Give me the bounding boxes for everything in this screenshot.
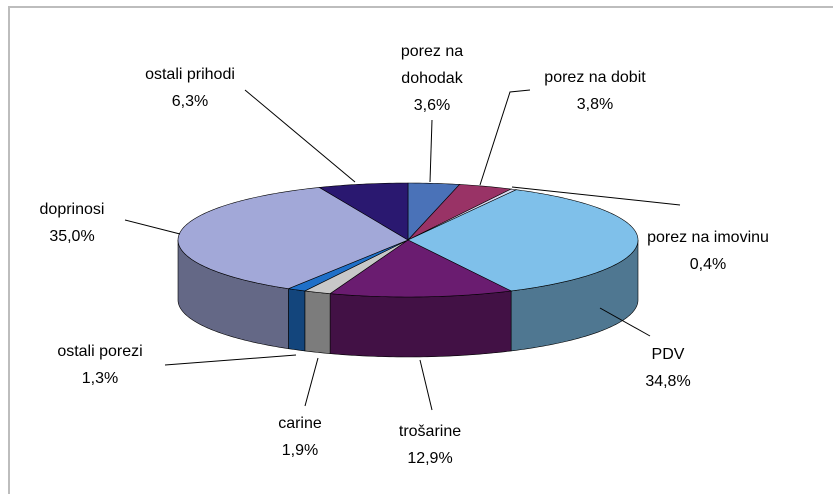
category-label: porez na dohodak [400, 43, 464, 87]
value-label: 35,0% [49, 228, 95, 245]
value-label: 34,8% [645, 373, 691, 390]
frame [8, 6, 833, 494]
slice-side [329, 290, 512, 358]
slice [329, 239, 513, 298]
category-label: ostali porezi [57, 343, 143, 360]
slice [303, 239, 409, 294]
category-label: porez na dobit [544, 69, 646, 86]
leader-line [419, 359, 433, 411]
value-label: 6,3% [171, 93, 209, 110]
slice-label: trošarine 12,9% [380, 418, 480, 472]
slice-side [304, 290, 331, 354]
slice-label: porez na dobit 3,8% [525, 64, 665, 118]
slice-label: ostali porezi 1,3% [30, 338, 170, 392]
leader-line [164, 354, 297, 366]
slice [407, 184, 513, 241]
leader-line [304, 357, 319, 407]
leader-line [124, 219, 181, 235]
slice [407, 189, 639, 292]
slice-label: PDV 34,8% [628, 341, 708, 395]
slice-label: doprinosi 35,0% [22, 196, 122, 250]
slice-label: porez na dohodak 3,6% [382, 38, 482, 119]
category-label: trošarine [398, 423, 462, 440]
value-label: 1,9% [281, 442, 319, 459]
category-label: ostali prihodi [145, 66, 235, 83]
slice-label: ostali prihodi 6,3% [120, 61, 260, 115]
leader-line [599, 307, 651, 337]
value-label: 0,4% [689, 256, 727, 273]
category-label: porez na imovinu [647, 229, 769, 246]
slice [177, 187, 409, 290]
slice [318, 182, 409, 241]
category-label: PDV [651, 346, 685, 363]
value-label: 3,6% [413, 97, 451, 114]
slice-side [288, 288, 306, 352]
leader-line [511, 186, 681, 206]
category-label: doprinosi [39, 201, 105, 218]
value-label: 1,3% [81, 370, 119, 387]
slice-label: carine 1,9% [260, 410, 340, 464]
slice-label: porez na imovinu 0,4% [623, 224, 793, 278]
value-label: 12,9% [407, 450, 453, 467]
leader-line [479, 89, 531, 186]
category-label: carine [278, 415, 322, 432]
leader-line [429, 119, 433, 183]
value-label: 3,8% [576, 96, 614, 113]
leader-line [244, 89, 356, 183]
